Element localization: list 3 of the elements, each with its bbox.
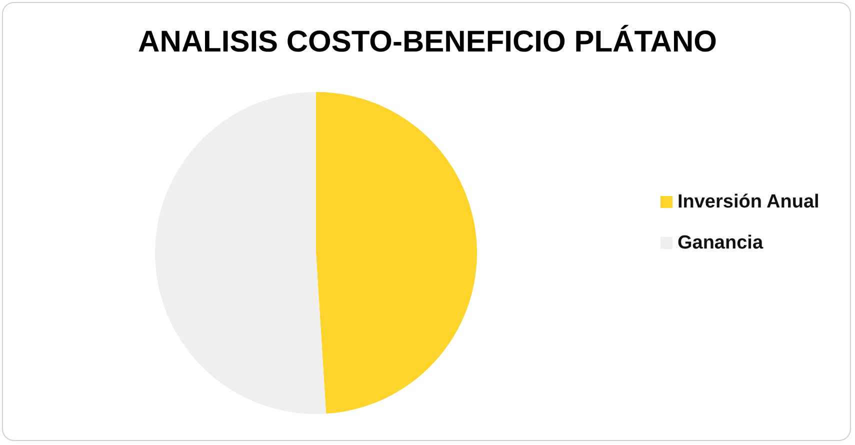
legend-label: Inversión Anual (677, 192, 820, 212)
chart-title: ANALISIS COSTO-BENEFICIO PLÁTANO (138, 24, 717, 58)
legend-label: Ganancia (677, 232, 764, 254)
